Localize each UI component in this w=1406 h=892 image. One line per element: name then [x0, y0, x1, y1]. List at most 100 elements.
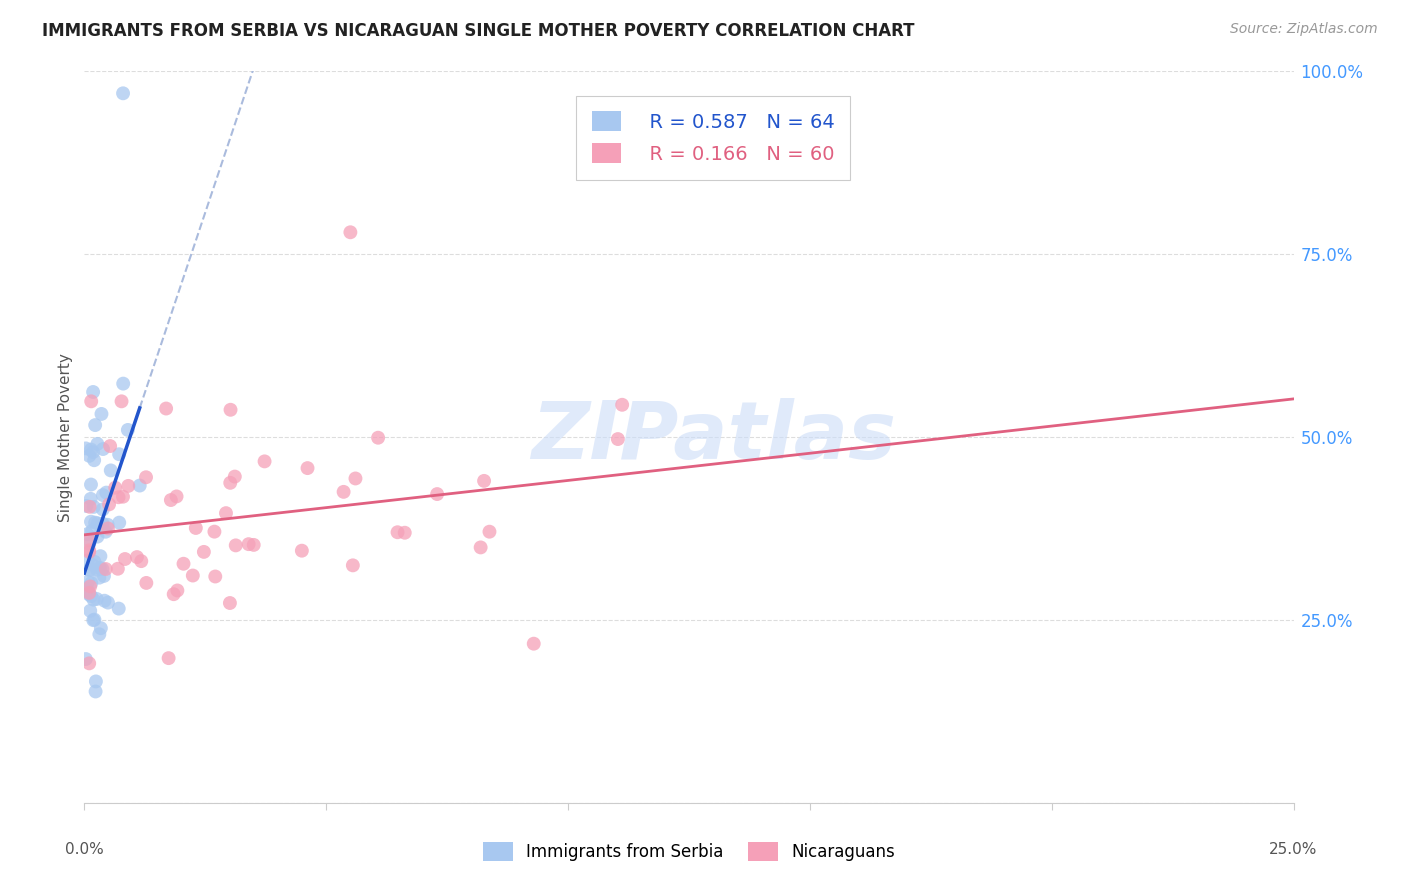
Point	[97, 596, 120, 610]
Point	[193, 545, 215, 559]
Point	[114, 552, 136, 566]
Point	[80, 576, 103, 591]
Point	[219, 475, 242, 490]
Point	[91, 442, 114, 456]
Point	[75, 442, 97, 456]
Point	[104, 481, 127, 495]
Point	[219, 596, 242, 610]
Point	[111, 490, 134, 504]
Point	[219, 402, 242, 417]
Point	[80, 394, 103, 409]
Point	[94, 562, 117, 576]
Text: IMMIGRANTS FROM SERBIA VS NICARAGUAN SINGLE MOTHER POVERTY CORRELATION CHART: IMMIGRANTS FROM SERBIA VS NICARAGUAN SIN…	[42, 22, 915, 40]
Point	[83, 500, 105, 514]
Point	[93, 593, 115, 607]
Point	[91, 516, 114, 531]
Point	[75, 652, 97, 666]
Point	[82, 558, 104, 572]
Point	[89, 549, 111, 564]
Point	[224, 469, 246, 483]
Point	[215, 506, 238, 520]
Point	[160, 493, 183, 508]
Point	[117, 479, 139, 493]
Point	[79, 491, 101, 506]
Point	[83, 613, 105, 627]
Point	[342, 558, 364, 573]
Point	[80, 442, 103, 457]
Point	[91, 488, 114, 502]
Point	[77, 563, 100, 577]
Point	[96, 485, 118, 500]
Point	[77, 543, 100, 558]
Point	[83, 555, 105, 569]
Point	[394, 525, 416, 540]
Point	[173, 557, 195, 571]
Point	[478, 524, 501, 539]
Point	[107, 490, 129, 504]
Point	[79, 604, 101, 618]
Point	[79, 500, 101, 514]
Point	[80, 477, 103, 491]
Point	[76, 553, 98, 567]
Point	[98, 497, 121, 511]
Point	[166, 583, 188, 598]
Point	[297, 461, 319, 475]
Point	[86, 516, 108, 531]
Point	[181, 568, 204, 582]
Point	[89, 571, 111, 585]
Point	[90, 407, 112, 421]
Point	[77, 657, 100, 671]
Point	[98, 439, 121, 453]
Point	[157, 651, 180, 665]
Point	[125, 550, 148, 565]
Point	[86, 530, 108, 544]
Point	[155, 401, 177, 416]
Point	[110, 394, 132, 409]
Point	[79, 449, 101, 463]
Point	[77, 574, 100, 589]
Point	[80, 515, 103, 529]
Point	[77, 533, 100, 548]
Point	[89, 627, 111, 641]
Point	[82, 445, 104, 459]
Point	[163, 587, 186, 601]
Point	[80, 524, 103, 538]
Point	[612, 398, 634, 412]
Text: 25.0%: 25.0%	[1270, 842, 1317, 856]
Point	[107, 562, 129, 576]
Point	[339, 225, 361, 239]
Point	[344, 471, 367, 485]
Point	[80, 589, 103, 603]
Point	[332, 484, 354, 499]
Point	[107, 601, 129, 615]
Point	[77, 545, 100, 559]
Point	[79, 563, 101, 577]
Point	[387, 525, 409, 540]
Point	[86, 437, 108, 451]
Point	[79, 579, 101, 593]
Point	[86, 563, 108, 577]
Point	[91, 502, 114, 516]
Point	[97, 521, 120, 535]
Text: ZIPatlas: ZIPatlas	[530, 398, 896, 476]
Point	[75, 582, 97, 596]
Point	[75, 499, 97, 513]
Point	[77, 587, 100, 601]
Point	[112, 87, 135, 101]
Point	[135, 576, 157, 591]
Point	[84, 674, 107, 689]
Point	[83, 592, 105, 607]
Point	[523, 637, 546, 651]
Legend: Immigrants from Serbia, Nicaraguans: Immigrants from Serbia, Nicaraguans	[475, 835, 903, 868]
Point	[238, 537, 260, 551]
Point	[129, 554, 152, 568]
Point	[225, 538, 247, 552]
Point	[77, 586, 100, 600]
Point	[166, 490, 188, 504]
Point	[367, 431, 389, 445]
Point	[135, 470, 157, 484]
Point	[84, 516, 107, 530]
Point	[100, 463, 122, 477]
Point	[112, 376, 135, 391]
Point	[89, 561, 111, 575]
